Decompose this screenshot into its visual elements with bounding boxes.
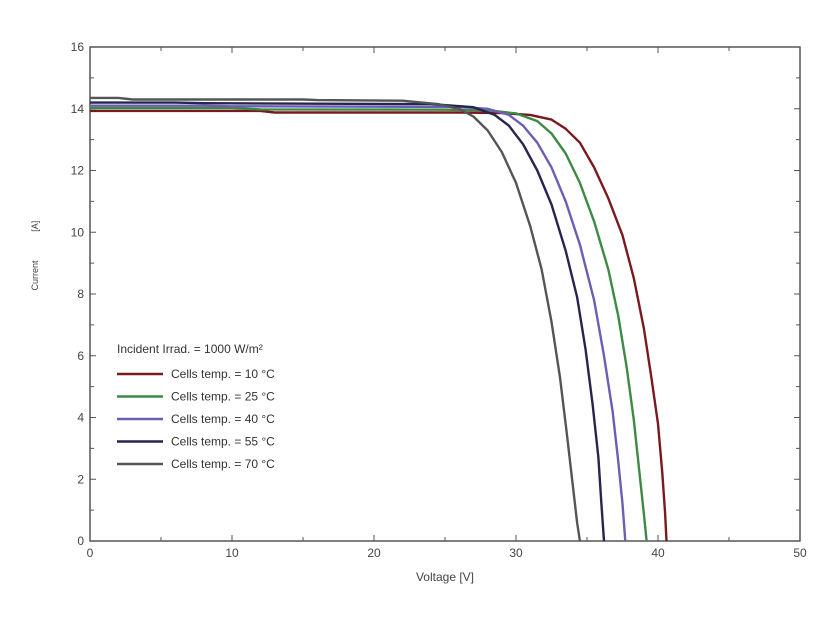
y-tick-label: 16 bbox=[71, 40, 85, 54]
series-line bbox=[90, 104, 627, 542]
x-tick-label: 50 bbox=[793, 546, 807, 560]
x-tick-label: 0 bbox=[87, 546, 94, 560]
x-tick-label: 10 bbox=[225, 546, 239, 560]
series-line bbox=[90, 106, 648, 542]
y-tick-label: 0 bbox=[77, 534, 84, 548]
y-axis-title-unit: [A] bbox=[30, 221, 40, 232]
y-axis-title: Current [A] bbox=[30, 221, 40, 291]
x-axis-title: Voltage [V] bbox=[416, 570, 474, 584]
y-tick-label: 14 bbox=[71, 102, 85, 116]
legend-entry-label: Cells temp. = 40 °C bbox=[171, 412, 275, 426]
y-axis-title-name: Current bbox=[30, 260, 40, 291]
series-line bbox=[90, 109, 668, 542]
series-layer bbox=[90, 96, 668, 542]
x-tick-label: 40 bbox=[651, 546, 665, 560]
legend-entry-label: Cells temp. = 55 °C bbox=[171, 435, 275, 449]
legend-title: Incident Irrad. = 1000 W/m² bbox=[117, 342, 263, 356]
series-line bbox=[90, 101, 606, 542]
y-tick-label: 4 bbox=[77, 411, 84, 425]
legend-entry-label: Cells temp. = 10 °C bbox=[171, 367, 275, 381]
y-tick-label: 12 bbox=[71, 164, 85, 178]
legend: Incident Irrad. = 1000 W/m² Cells temp. … bbox=[117, 342, 275, 471]
legend-entry-label: Cells temp. = 25 °C bbox=[171, 390, 275, 404]
y-tick-label: 10 bbox=[71, 225, 85, 239]
series-line bbox=[90, 96, 582, 542]
x-tick-label: 30 bbox=[509, 546, 523, 560]
x-tick-label: 20 bbox=[367, 546, 381, 560]
y-tick-label: 6 bbox=[77, 349, 84, 363]
y-tick-label: 8 bbox=[77, 287, 84, 301]
axis-ticks: 0 10 20 30 40 50 0 2 4 6 8 10 12 14 16 bbox=[71, 40, 807, 560]
legend-entry-label: Cells temp. = 70 °C bbox=[171, 457, 275, 471]
y-tick-label: 2 bbox=[77, 472, 84, 486]
